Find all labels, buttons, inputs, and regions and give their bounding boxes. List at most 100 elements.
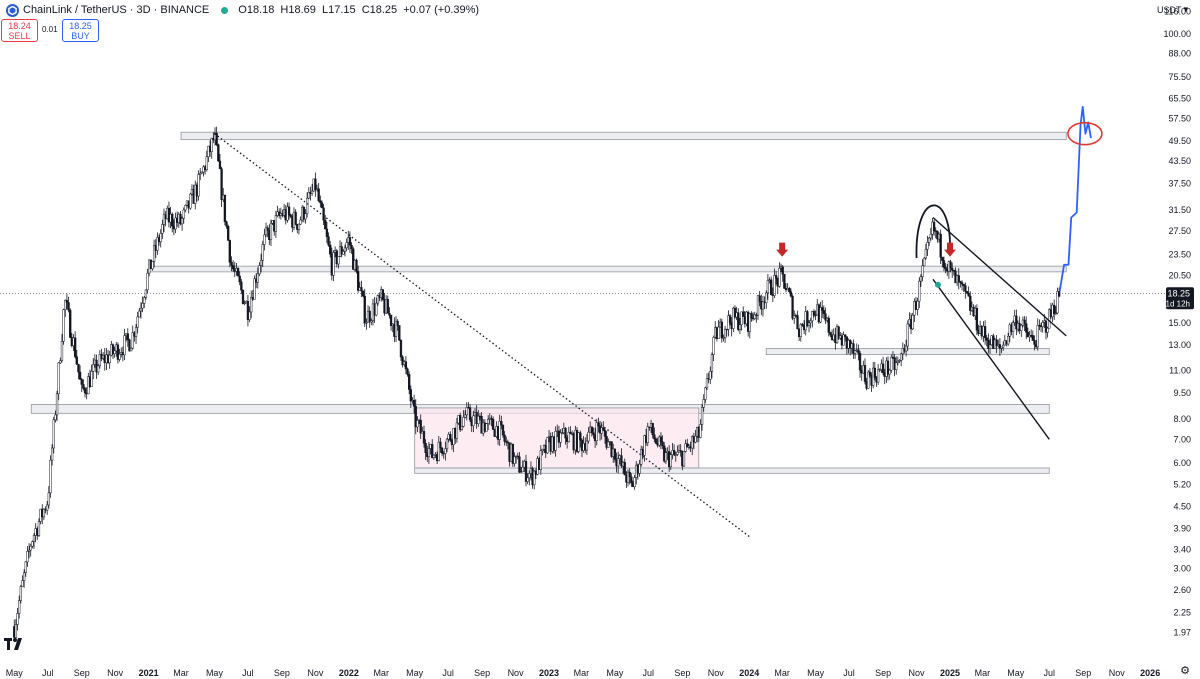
candle-body	[793, 315, 796, 319]
buy-price: 18.25	[69, 20, 92, 31]
candle-body	[243, 302, 246, 305]
last-price-label: 18.25	[1167, 288, 1190, 298]
y-tick-label: 31.50	[1168, 205, 1191, 215]
candle-body	[669, 454, 672, 468]
candle-body	[227, 226, 230, 241]
candle-body	[376, 295, 380, 304]
candle-body	[962, 283, 965, 287]
candle-body	[182, 209, 185, 219]
candle-body	[162, 214, 166, 225]
currency-selector[interactable]: USDT ▾	[1157, 4, 1188, 15]
candle-body	[144, 289, 148, 298]
candle-body	[710, 354, 714, 372]
x-tick-label: Sep	[474, 668, 490, 678]
candle-body	[50, 447, 54, 461]
x-tick-label: Mar	[774, 668, 790, 678]
candle-body	[1046, 328, 1049, 333]
candle-body	[904, 345, 908, 352]
y-tick-label: 2.60	[1173, 585, 1191, 595]
candle-body	[783, 273, 786, 289]
candle-body	[505, 441, 508, 443]
candle-body	[73, 337, 77, 357]
candle-body	[472, 415, 475, 427]
x-tick-label: 2026	[1140, 668, 1160, 678]
candle-body	[225, 221, 228, 227]
candle-body	[949, 261, 952, 269]
chevron-down-icon: ▾	[1183, 4, 1188, 14]
candle-body	[626, 471, 630, 483]
down-arrow-icon	[776, 242, 789, 257]
candle-body	[468, 407, 472, 421]
candle-body	[113, 350, 116, 354]
candle-body	[345, 242, 348, 249]
candle-body	[401, 356, 404, 365]
candle-body	[246, 301, 250, 320]
buy-label: BUY	[71, 30, 90, 41]
x-tick-label: Nov	[1109, 668, 1126, 678]
candle-body	[360, 287, 363, 292]
candle-body	[911, 314, 914, 330]
candle-body	[129, 347, 133, 352]
settings-gear-icon[interactable]: ⚙	[1180, 665, 1190, 677]
candle-body	[773, 275, 776, 296]
candle-body	[1015, 315, 1018, 330]
symbol-title[interactable]: ChainLink / TetherUS · 3D · BINANCE	[23, 4, 210, 16]
candle-body	[620, 455, 623, 467]
x-tick-label: 2023	[539, 668, 559, 678]
candle-body	[46, 504, 49, 511]
candle-body	[886, 360, 890, 375]
candle-body	[199, 172, 202, 175]
x-tick-label: 2025	[940, 668, 960, 678]
candle-body	[253, 278, 256, 300]
candle-body	[1038, 324, 1041, 327]
y-tick-label: 65.50	[1168, 93, 1191, 103]
candle-body	[348, 237, 352, 246]
currency-label: USDT	[1156, 4, 1182, 15]
downtrend-line	[214, 133, 750, 537]
candle-body	[964, 285, 967, 292]
candle-body	[422, 431, 426, 444]
candle-body	[770, 279, 773, 296]
x-tick-label: Nov	[508, 668, 525, 678]
candle-body	[236, 268, 240, 277]
candle-body	[297, 223, 301, 230]
candle-body	[29, 545, 32, 551]
candle-body	[801, 324, 804, 327]
candle-body	[332, 252, 335, 276]
y-tick-label: 7.00	[1173, 434, 1191, 444]
candle-body	[921, 265, 924, 277]
candle-body	[699, 424, 702, 438]
candle-body	[340, 246, 343, 255]
buy-button[interactable]: 18.25 BUY	[62, 19, 99, 42]
down-arrow-icon	[943, 242, 956, 257]
candle-body	[136, 316, 139, 328]
candle-body	[895, 362, 898, 370]
candle-body	[944, 267, 947, 270]
sell-button[interactable]: 18.24 SELL	[1, 19, 38, 42]
candle-body	[513, 456, 516, 464]
candle-body	[248, 311, 251, 320]
y-tick-label: 3.90	[1173, 523, 1191, 533]
candle-body	[873, 367, 876, 378]
candle-body	[49, 459, 52, 494]
candle-body	[57, 362, 60, 395]
candle-body	[27, 549, 31, 552]
candle-body	[868, 371, 872, 376]
candle-body	[987, 340, 990, 349]
candle-body	[661, 441, 664, 447]
candle-body	[143, 297, 146, 304]
candle-body	[1023, 319, 1026, 324]
tradingview-logo-icon[interactable]	[4, 637, 26, 653]
candle-body	[742, 311, 745, 317]
candle-body	[322, 207, 325, 221]
candle-body	[350, 244, 353, 250]
candle-body	[485, 423, 488, 432]
candle-body	[205, 156, 208, 171]
candle-body	[524, 461, 528, 482]
candle-body	[918, 280, 921, 302]
y-tick-label: 27.50	[1168, 226, 1191, 236]
candle-body	[97, 365, 100, 373]
candle-body	[111, 344, 115, 354]
candle-body	[728, 315, 732, 323]
